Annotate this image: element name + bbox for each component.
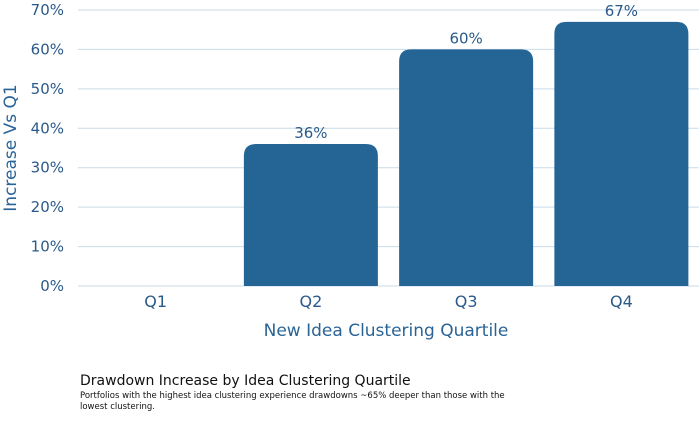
x-tick-label: Q1 — [144, 292, 167, 311]
caption-title: Drawdown Increase by Idea Clustering Qua… — [80, 373, 411, 389]
bars — [243, 21, 689, 286]
x-axis-ticks: Q1 Q2 Q3 Q4 — [144, 292, 633, 311]
data-labels: 36% 60% 67% — [294, 2, 638, 142]
y-axis-title: Increase Vs Q1 — [1, 84, 21, 211]
y-tick-label: 40% — [31, 119, 64, 137]
bar-q4 — [554, 21, 689, 286]
y-tick-label: 70% — [31, 1, 64, 19]
x-axis-title: New Idea Clustering Quartile — [264, 321, 509, 341]
x-tick-label: Q4 — [610, 292, 633, 311]
gridlines — [78, 9, 699, 287]
data-label-q3: 60% — [449, 29, 482, 47]
y-tick-label: 20% — [31, 198, 64, 216]
data-label-q2: 36% — [294, 124, 327, 142]
bar-q3 — [399, 49, 534, 286]
x-tick-label: Q2 — [299, 292, 322, 311]
y-tick-label: 50% — [31, 80, 64, 98]
y-tick-label: 30% — [31, 159, 64, 177]
y-tick-label: 60% — [31, 40, 64, 58]
x-tick-label: Q3 — [455, 292, 478, 311]
caption-subtitle: Portfolios with the highest idea cluster… — [80, 391, 505, 412]
bar-chart: 0% 10% 20% 30% 40% 50% 60% 70% 36% 60% 67% Q1 Q2 Q3… — [1, 1, 699, 341]
bar-q2 — [243, 144, 378, 286]
chart-caption: Drawdown Increase by Idea Clustering Qua… — [80, 372, 520, 413]
y-tick-label: 0% — [40, 277, 64, 295]
y-axis-ticks: 0% 10% 20% 30% 40% 50% 60% 70% — [31, 1, 64, 295]
data-label-q4: 67% — [605, 2, 638, 20]
y-tick-label: 10% — [31, 238, 64, 256]
